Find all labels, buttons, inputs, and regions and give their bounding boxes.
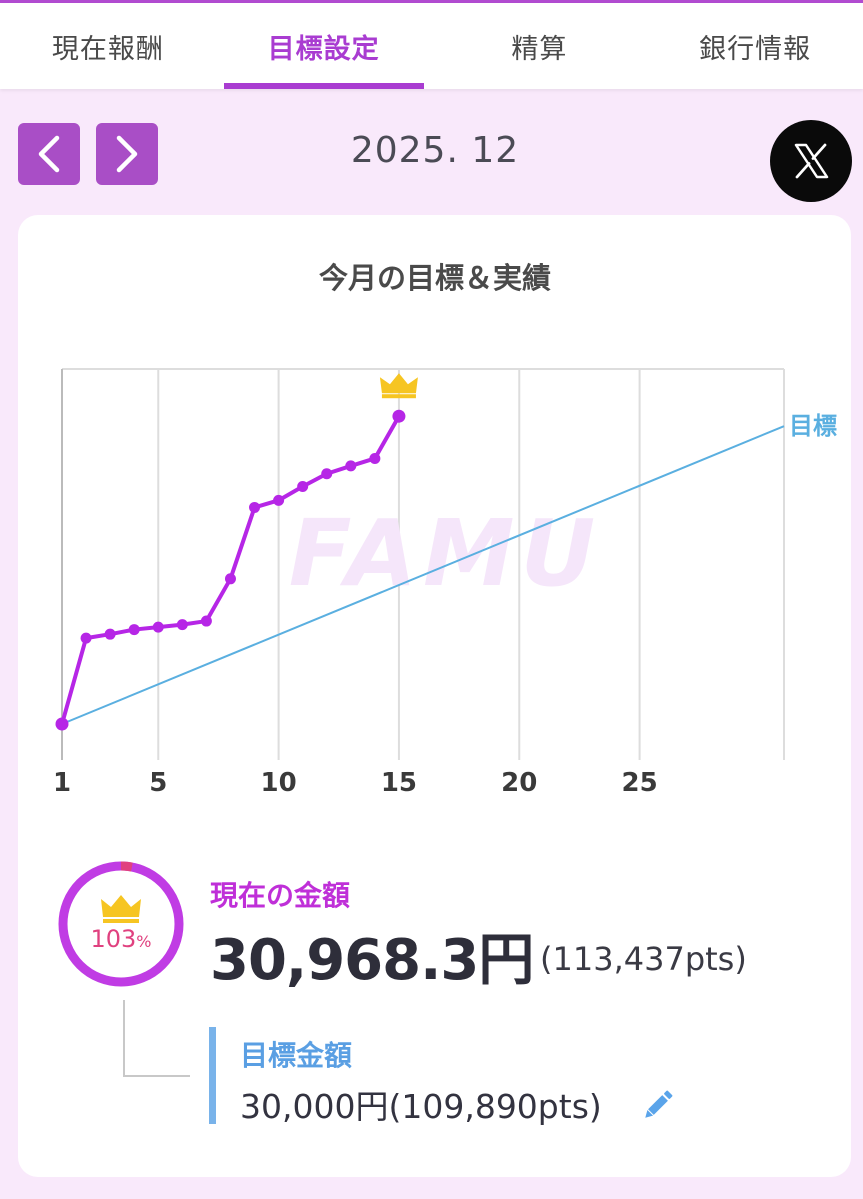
data-point <box>200 615 212 627</box>
data-point <box>297 481 309 493</box>
goal-amount-label: 目標金額 <box>240 1039 353 1072</box>
progress-ring <box>58 861 184 987</box>
data-point <box>104 628 116 640</box>
progress-percent: 103% <box>80 925 162 953</box>
watermark-logo: FAMU <box>289 500 601 607</box>
x-tick-label: 25 <box>622 768 658 798</box>
x-tick-label: 15 <box>381 768 417 798</box>
chevron-left-icon <box>38 135 60 173</box>
tab-bank-info[interactable]: 銀行情報 <box>699 33 812 65</box>
x-logo-icon <box>794 143 829 179</box>
current-month-label: 2025. 12 <box>350 130 520 171</box>
goal-card <box>18 215 851 1177</box>
data-point <box>128 624 140 636</box>
tab-goal-setting[interactable]: 目標設定 <box>216 3 432 89</box>
x-axis-ticks: 1 5 10 15 20 25 <box>53 768 658 798</box>
crown-icon <box>379 373 418 399</box>
goal-accent-bar <box>209 1027 216 1124</box>
ring-crown-icon <box>101 895 141 923</box>
data-point <box>80 632 92 644</box>
chart-grid <box>61 368 785 760</box>
x-tick-label: 1 <box>53 768 71 798</box>
percent-unit: % <box>136 932 152 951</box>
current-amount-label: 現在の金額 <box>210 879 351 912</box>
x-tick-label: 20 <box>501 768 537 798</box>
tab-bar: 現在報酬 目標設定 精算 銀行情報 <box>0 3 863 89</box>
x-tick-label: 10 <box>261 768 297 798</box>
next-month-button[interactable] <box>96 123 158 185</box>
data-point <box>273 494 285 506</box>
tab-current-reward[interactable]: 現在報酬 <box>51 33 164 65</box>
progress-ring-track <box>58 861 184 987</box>
chevron-right-icon <box>116 135 138 173</box>
progress-chart: FAMU 1 5 10 15 20 25 目標 <box>53 368 837 798</box>
tab-settlement[interactable]: 精算 <box>511 33 568 65</box>
goal-amount-value: 30,000円(109,890pts) <box>240 1087 602 1126</box>
chart-series: 目標 <box>55 373 837 731</box>
x-tick-label: 5 <box>149 768 167 798</box>
goal-line <box>61 425 785 725</box>
data-point <box>224 573 236 585</box>
current-amount-value: 30,968.3円 <box>210 928 534 993</box>
share-x-button[interactable] <box>770 120 852 202</box>
goal-line-label: 目標 <box>789 412 837 440</box>
data-point <box>345 460 357 472</box>
data-point <box>176 619 188 631</box>
data-point <box>249 501 261 513</box>
chart-title: 今月の目標＆実績 <box>318 261 551 295</box>
data-point <box>55 717 69 731</box>
data-point <box>152 621 164 633</box>
top-accent-line <box>0 0 863 3</box>
connector-line <box>123 1000 190 1077</box>
pencil-icon[interactable] <box>638 1085 678 1125</box>
prev-month-button[interactable] <box>18 123 80 185</box>
percent-value: 103 <box>90 925 137 953</box>
data-point <box>321 468 333 480</box>
data-point <box>369 452 381 464</box>
data-point <box>392 409 406 423</box>
current-points-value: (113,437pts) <box>540 940 747 978</box>
progress-ring-over <box>120 861 133 872</box>
